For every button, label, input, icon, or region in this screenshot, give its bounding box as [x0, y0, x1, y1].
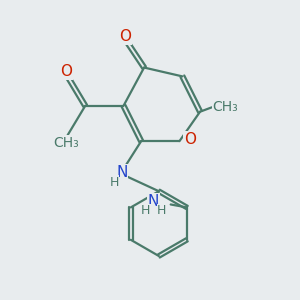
Text: O: O [184, 132, 196, 147]
Text: O: O [119, 29, 131, 44]
Text: H: H [110, 176, 119, 189]
Text: N: N [116, 165, 128, 180]
Text: N: N [148, 194, 159, 209]
Text: H: H [141, 205, 150, 218]
Text: O: O [60, 64, 72, 80]
Text: CH₃: CH₃ [53, 136, 79, 150]
Text: CH₃: CH₃ [212, 100, 238, 114]
Text: H: H [157, 205, 167, 218]
